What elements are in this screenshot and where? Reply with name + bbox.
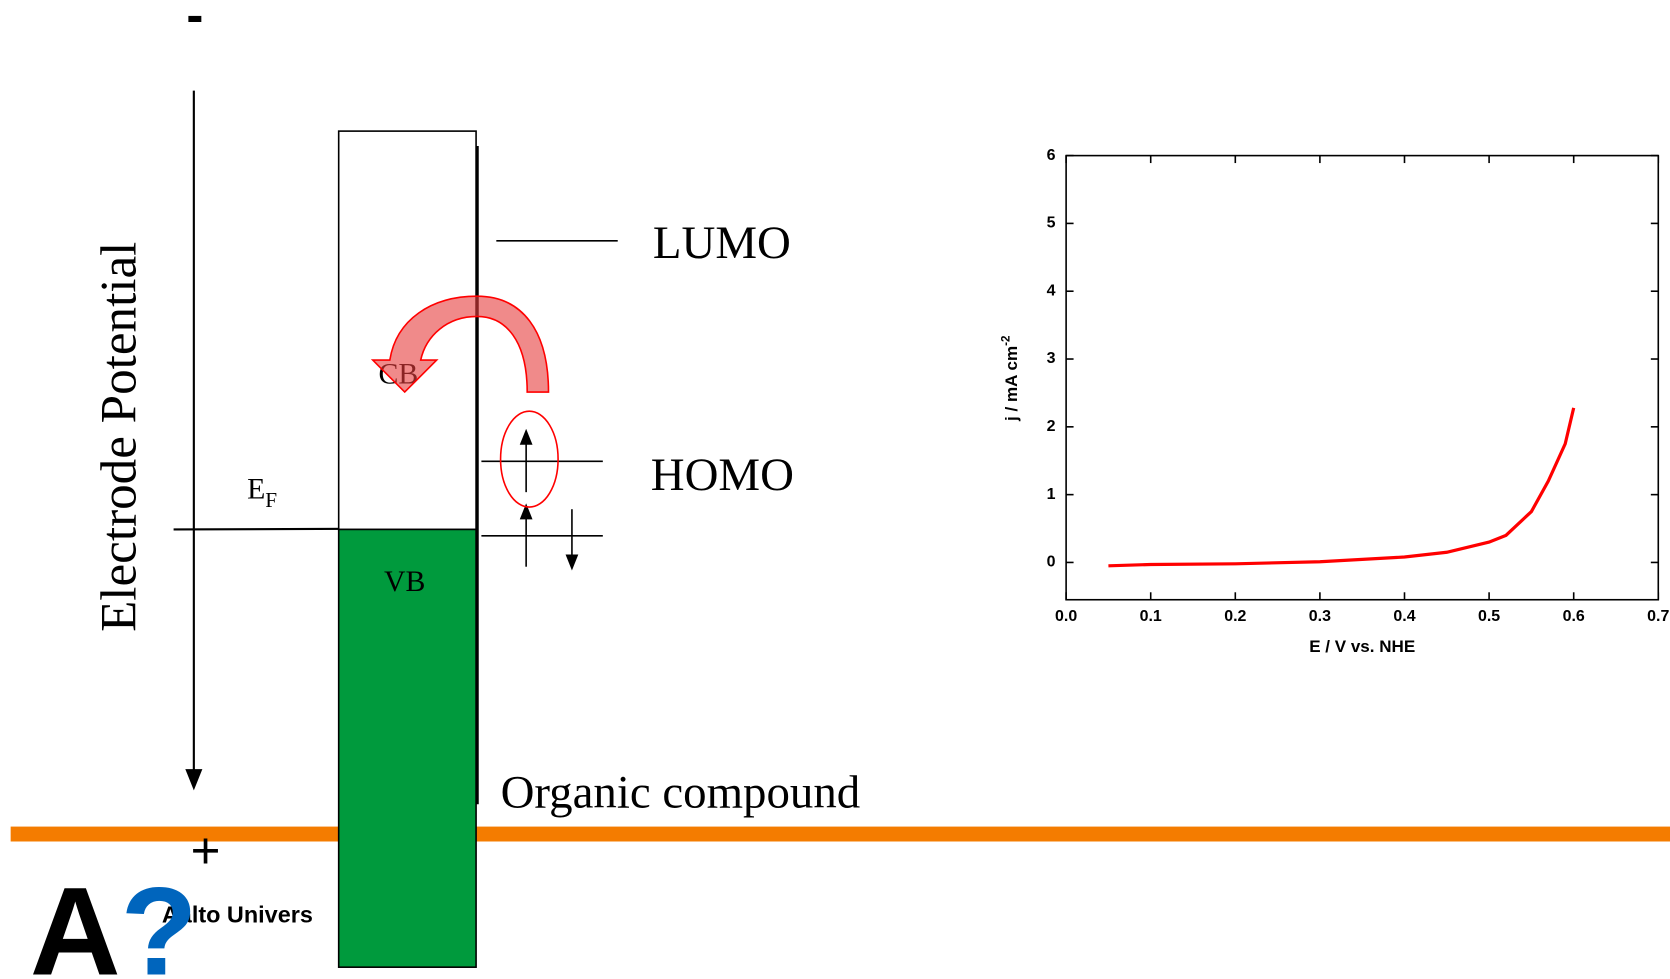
x-tick-label: 0.4 (1393, 608, 1415, 625)
vb-label: VB (384, 565, 425, 598)
x-tick-label: 0.0 (1055, 608, 1077, 625)
y-tick-label: 0 (1047, 554, 1056, 571)
x-tick-label: 0.5 (1478, 608, 1500, 625)
footer-bar (11, 827, 1670, 842)
x-tick-label: 0.3 (1309, 608, 1331, 625)
y-label-main: j / mA cm (1002, 346, 1021, 422)
logo-q: ? (121, 861, 198, 979)
electron-ring (501, 411, 559, 507)
axis-label: Electrode Potential (90, 242, 147, 632)
x-tick-label: 0.2 (1224, 608, 1246, 625)
y-tick-label: 6 (1047, 147, 1056, 164)
ef-label: EF (247, 473, 277, 513)
logo: A? (30, 861, 198, 979)
y-tick-label: 3 (1047, 350, 1056, 367)
y-label-sup: -2 (1000, 335, 1013, 346)
organic-label: Organic compound (501, 766, 861, 818)
ef-main: E (247, 473, 265, 506)
homo-label: HOMO (651, 449, 794, 501)
slide: - + Electrode Potential EF Aalto Univers… (0, 0, 1670, 979)
y-axis-label: j / mA cm-2 (1000, 335, 1021, 422)
logo-a: A (30, 861, 121, 979)
plot-frame (1066, 156, 1658, 600)
lumo-label: LUMO (653, 217, 791, 269)
data-line (1108, 408, 1573, 566)
x-tick-label: 0.1 (1140, 608, 1162, 625)
y-tick-label: 2 (1047, 418, 1056, 435)
page: - + Electrode Potential EF Aalto Univers… (0, 0, 1670, 979)
y-tick-label: 4 (1047, 282, 1056, 299)
y-tick-label: 1 (1047, 486, 1056, 503)
ef-sub: F (265, 488, 277, 512)
y-tick-label: 5 (1047, 215, 1056, 232)
minus-sign: - (186, 0, 203, 43)
x-tick-label: 0.6 (1563, 608, 1585, 625)
x-axis-label: E / V vs. NHE (1309, 637, 1415, 656)
x-tick-label: 0.7 (1647, 608, 1669, 625)
